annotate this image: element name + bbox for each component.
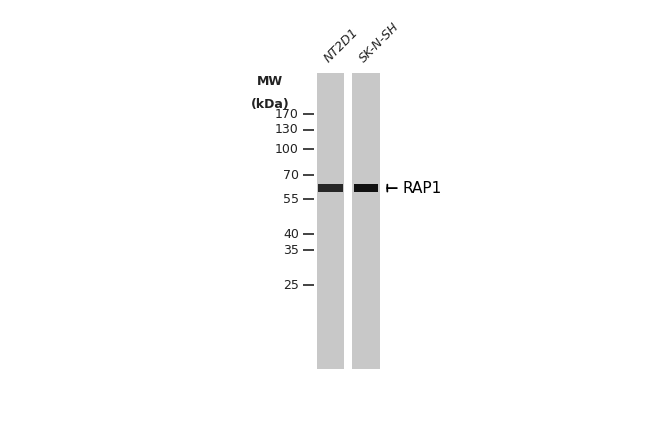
Text: RAP1: RAP1 bbox=[402, 181, 442, 195]
Bar bbox=[318, 184, 343, 192]
Text: NT2D1: NT2D1 bbox=[321, 26, 361, 65]
Text: 55: 55 bbox=[283, 193, 299, 206]
Bar bbox=[352, 73, 380, 369]
Text: 40: 40 bbox=[283, 228, 299, 241]
Text: SK-N-SH: SK-N-SH bbox=[357, 20, 402, 65]
Text: 130: 130 bbox=[275, 123, 299, 136]
Bar bbox=[354, 184, 378, 192]
Text: (kDa): (kDa) bbox=[251, 98, 289, 111]
Text: 70: 70 bbox=[283, 169, 299, 181]
Text: 25: 25 bbox=[283, 279, 299, 292]
Bar bbox=[317, 73, 345, 369]
Text: 35: 35 bbox=[283, 244, 299, 257]
Text: MW: MW bbox=[257, 75, 283, 88]
Text: 170: 170 bbox=[275, 108, 299, 121]
Text: 100: 100 bbox=[275, 143, 299, 156]
